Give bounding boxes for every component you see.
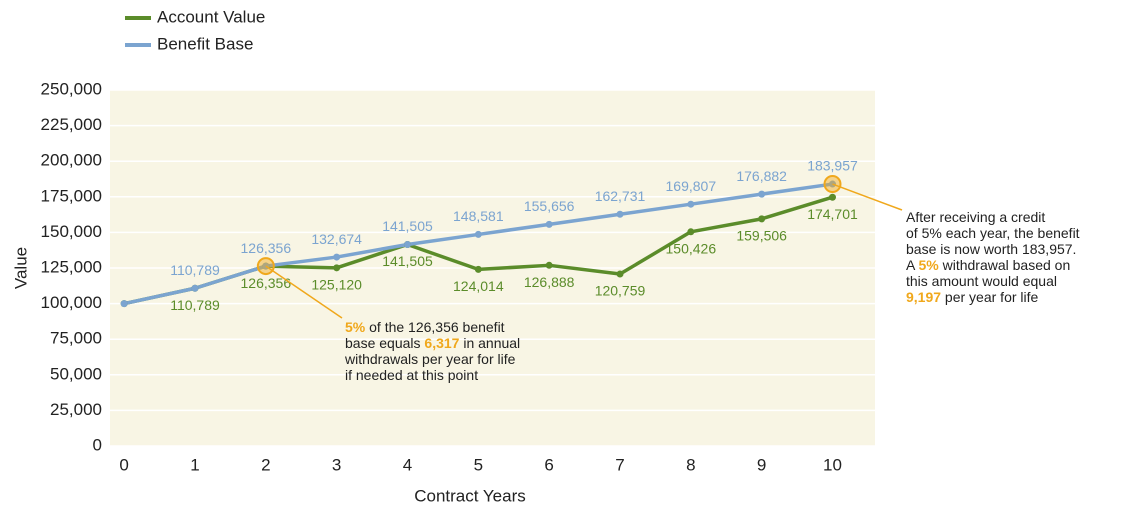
annotation-segment: this amount would equal [906,273,1057,289]
x-tick-label: 6 [544,455,553,474]
x-axis-label: Contract Years [414,486,526,505]
data-label: 126,356 [241,240,292,256]
annotation-segment: of the 126,356 benefit [365,319,504,335]
y-tick-label: 75,000 [50,329,102,348]
y-tick-label: 250,000 [41,79,102,98]
data-label: 141,505 [382,218,433,234]
annotation-segment: base equals [345,335,424,351]
data-label: 169,807 [666,178,717,194]
data-label: 126,888 [524,274,575,290]
x-tick-label: 5 [474,455,483,474]
x-tick-label: 2 [261,455,270,474]
data-label: 141,505 [382,253,433,269]
data-label: 126,356 [241,275,292,291]
data-point [616,210,624,218]
data-label: 183,957 [807,158,858,174]
data-point [687,200,695,208]
data-label: 110,789 [170,297,220,313]
annotation-text: base is now worth 183,957. [906,241,1076,257]
annotation-segment: A [906,257,918,273]
data-label: 148,581 [453,208,504,224]
data-point [404,240,411,248]
y-tick-label: 25,000 [50,400,102,419]
annotation-text: of 5% each year, the benefit [906,225,1080,241]
annotation-segment: if needed at this point [345,367,478,383]
data-point [829,193,836,201]
annotation-text: A 5% withdrawal based on [906,257,1070,273]
y-tick-label: 225,000 [41,115,102,134]
data-label: 159,506 [736,228,787,244]
data-point [120,300,128,308]
y-tick-label: 0 [93,435,102,454]
x-tick-label: 0 [119,455,128,474]
data-label: 176,882 [736,168,787,184]
x-tick-label: 3 [332,455,341,474]
y-tick-label: 125,000 [41,257,102,276]
annotation-segment: 9,197 [906,289,941,305]
x-tick-label: 8 [686,455,695,474]
data-label: 125,120 [311,277,362,293]
data-point [333,264,341,272]
annotation-text: 9,197 per year for life [906,289,1039,305]
annotation-text: withdrawals per year for life [344,351,516,367]
annotation-segment: of 5% each year, the benefit [906,225,1080,241]
data-label: 110,789 [170,262,220,278]
x-tick-label: 10 [823,455,842,474]
data-point [758,215,766,223]
data-label: 150,426 [666,240,717,256]
y-tick-label: 50,000 [50,364,102,383]
legend-label: Benefit Base [157,34,253,53]
data-point [474,265,482,273]
x-tick-label: 1 [190,455,199,474]
annotation-connector [832,183,903,211]
annotation-segment: 5% [345,319,366,335]
annotation-segment: 5% [918,257,939,273]
data-label: 155,656 [524,198,575,214]
y-tick-label: 150,000 [41,222,102,241]
annotation-segment: withdrawal based on [939,257,1071,273]
legend-label: Account Value [157,7,265,26]
y-tick-label: 200,000 [41,151,102,170]
data-label: 124,014 [453,278,504,294]
annotation-text: base equals 6,317 in annual [345,335,520,351]
data-point [474,230,482,238]
annotation-connector [265,265,343,319]
annotation-segment: withdrawals per year for life [344,351,516,367]
annotation-segment: base is now worth 183,957. [906,241,1076,257]
data-point [758,190,766,198]
data-point [616,270,624,278]
data-point [687,228,695,236]
x-tick-label: 9 [757,455,766,474]
data-label: 120,759 [595,283,646,299]
data-label: 132,674 [311,231,362,247]
annotation-text: this amount would equal [906,273,1057,289]
y-tick-label: 175,000 [41,186,102,205]
y-tick-label: 100,000 [41,293,102,312]
annotation-segment: 6,317 [424,335,459,351]
annotation-segment: in annual [459,335,520,351]
x-tick-label: 7 [615,455,624,474]
annotation-text: 5% of the 126,356 benefit [345,319,505,335]
data-label: 162,731 [595,188,646,204]
data-point [545,261,553,269]
y-axis-label: Value [11,247,30,289]
data-point [333,253,341,261]
annotation-text: if needed at this point [345,367,478,383]
data-point [545,220,553,228]
annotation-text: After receiving a credit [906,209,1045,225]
data-point [191,284,199,292]
annotation-segment: per year for life [941,289,1038,305]
data-label: 174,701 [807,206,858,222]
x-tick-label: 4 [403,455,412,474]
annotation-segment: After receiving a credit [906,209,1045,225]
annotation-highlight [823,175,842,194]
annotation-highlight [256,257,275,276]
